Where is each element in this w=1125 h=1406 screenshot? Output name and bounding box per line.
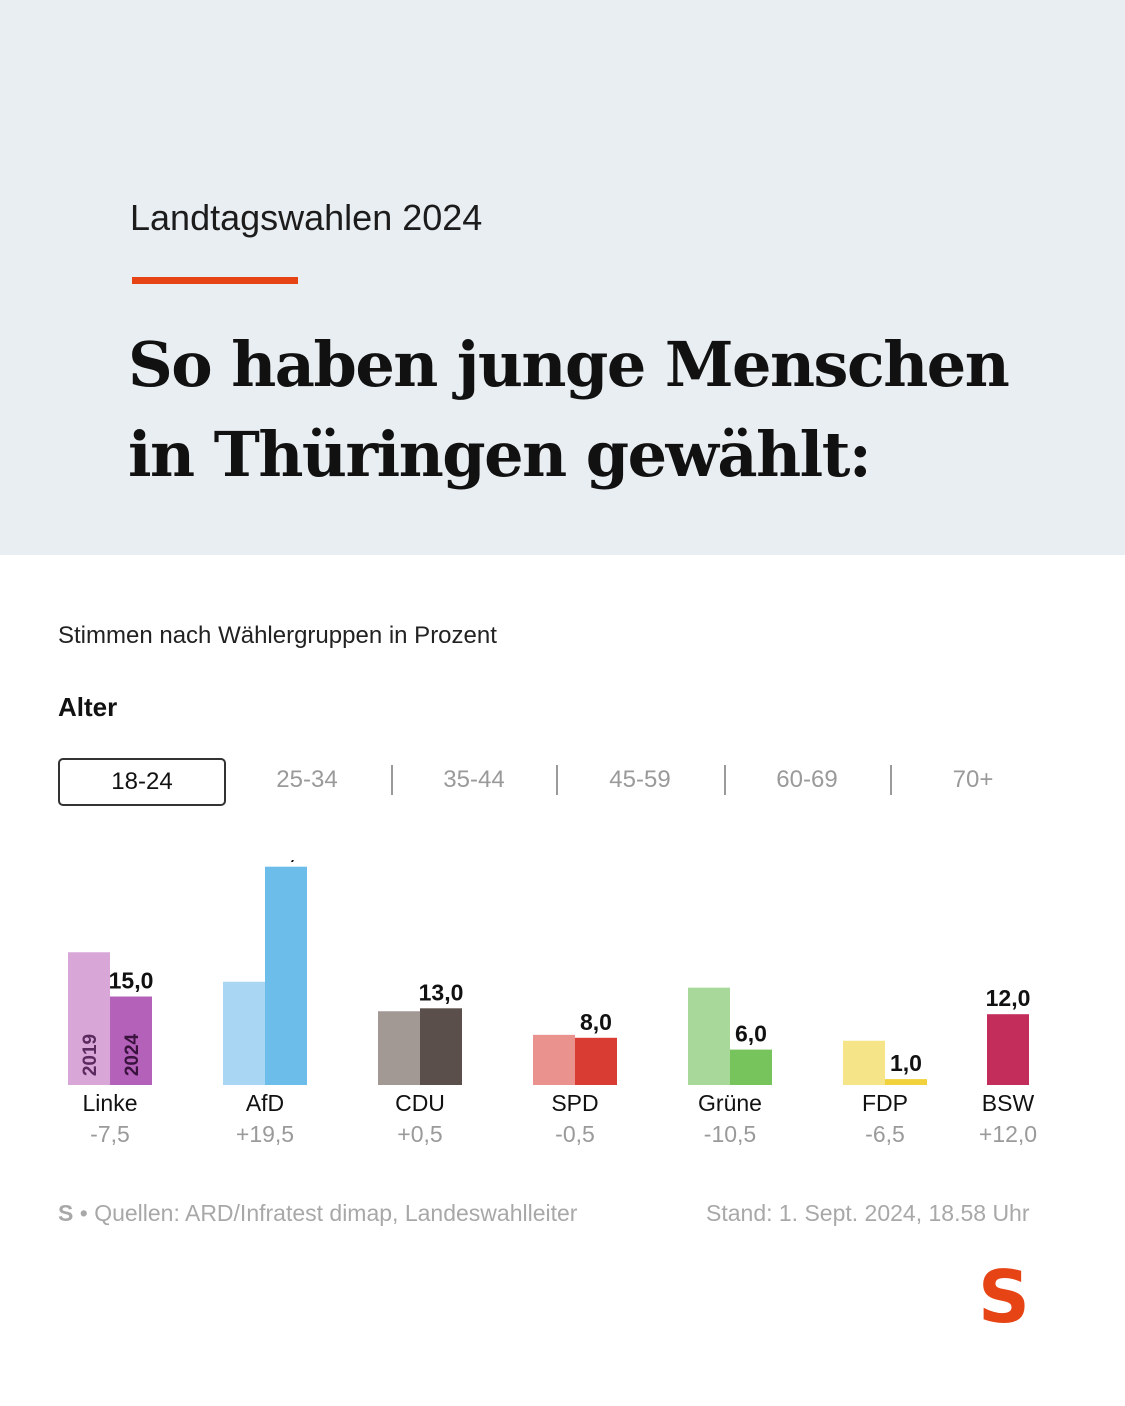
bar-chart: 15,0 Linke -7,5 2019 2024 37,0 AfD +19,5 13,0 CDU… xyxy=(68,860,1037,1147)
change-label-linke: -7,5 xyxy=(90,1121,130,1147)
change-label-gruene: -10,5 xyxy=(704,1121,756,1147)
kicker: Landtagswahlen 2024 xyxy=(130,197,483,238)
source-separator: • xyxy=(79,1200,88,1226)
legend-label-2019: 2019 xyxy=(80,1034,101,1076)
value-label-fdp: 1,0 xyxy=(890,1050,922,1076)
category-label-bsw: BSW xyxy=(982,1090,1035,1116)
category-label-fdp: FDP xyxy=(862,1090,908,1116)
change-label-cdu: +0,5 xyxy=(397,1121,442,1147)
footer-stand: Stand: 1. Sept. 2024, 18.58 Uhr xyxy=(706,1200,1030,1226)
bar-2019-cdu xyxy=(378,1011,420,1085)
bar-2019-linke xyxy=(68,952,110,1085)
category-label-linke: Linke xyxy=(83,1090,138,1116)
tab-45-59[interactable]: 45-59 xyxy=(609,766,671,793)
tab-18-24[interactable]: 18-24 xyxy=(58,758,226,806)
bar-2024-afd xyxy=(265,866,307,1085)
tab-separator xyxy=(556,765,558,795)
bar-2019-afd xyxy=(223,981,265,1085)
bar-2024-bsw xyxy=(987,1014,1029,1085)
bar-2019-gruene xyxy=(688,987,730,1085)
bar-2024-fdp xyxy=(885,1079,927,1085)
source-text: Quellen: ARD/Infratest dimap, Landeswahl… xyxy=(94,1200,578,1226)
value-label-afd: 37,0 xyxy=(264,860,309,864)
change-label-afd: +19,5 xyxy=(236,1121,294,1147)
bar-2024-linke xyxy=(110,996,152,1085)
tab-separator xyxy=(890,765,892,795)
legend-label-2024: 2024 xyxy=(122,1033,143,1076)
value-label-gruene: 6,0 xyxy=(735,1021,767,1047)
age-tabs: 18-24 25-34 35-44 45-59 60-69 70+ xyxy=(58,758,1058,806)
bar-2024-cdu xyxy=(420,1008,462,1085)
category-label-cdu: CDU xyxy=(395,1090,445,1116)
tab-25-34[interactable]: 25-34 xyxy=(276,766,338,793)
category-label-afd: AfD xyxy=(246,1090,284,1116)
tab-35-44[interactable]: 35-44 xyxy=(443,766,505,793)
accent-rule xyxy=(132,277,298,284)
value-label-linke: 15,0 xyxy=(109,968,154,994)
change-label-fdp: -6,5 xyxy=(865,1121,905,1147)
value-label-cdu: 13,0 xyxy=(419,979,464,1005)
header-panel: Landtagswahlen 2024 So haben junge Mensc… xyxy=(0,0,1125,555)
bar-2024-spd xyxy=(575,1037,617,1085)
value-label-spd: 8,0 xyxy=(580,1009,612,1035)
change-label-bsw: +12,0 xyxy=(979,1121,1037,1147)
bar-2019-fdp xyxy=(843,1040,885,1085)
category-label-spd: SPD xyxy=(551,1090,598,1116)
brand-logo: S xyxy=(978,1255,1030,1339)
tab-70-plus[interactable]: 70+ xyxy=(952,766,994,793)
change-label-spd: -0,5 xyxy=(555,1121,595,1147)
chart-subtitle: Stimmen nach Wählergruppen in Prozent xyxy=(58,622,497,649)
source-logo-mark: S xyxy=(58,1200,74,1226)
value-label-bsw: 12,0 xyxy=(986,985,1031,1011)
tab-separator xyxy=(391,765,393,795)
bar-2019-spd xyxy=(533,1034,575,1085)
footer-source: S • Quellen: ARD/Infratest dimap, Landes… xyxy=(58,1200,577,1227)
category-label-gruene: Grüne xyxy=(698,1090,762,1116)
group-label: Alter xyxy=(58,692,118,722)
tab-60-69[interactable]: 60-69 xyxy=(776,766,838,793)
tab-separator xyxy=(724,765,726,795)
bar-2024-gruene xyxy=(730,1049,772,1085)
headline: So haben junge Menschen in Thüringen gew… xyxy=(128,328,1010,491)
